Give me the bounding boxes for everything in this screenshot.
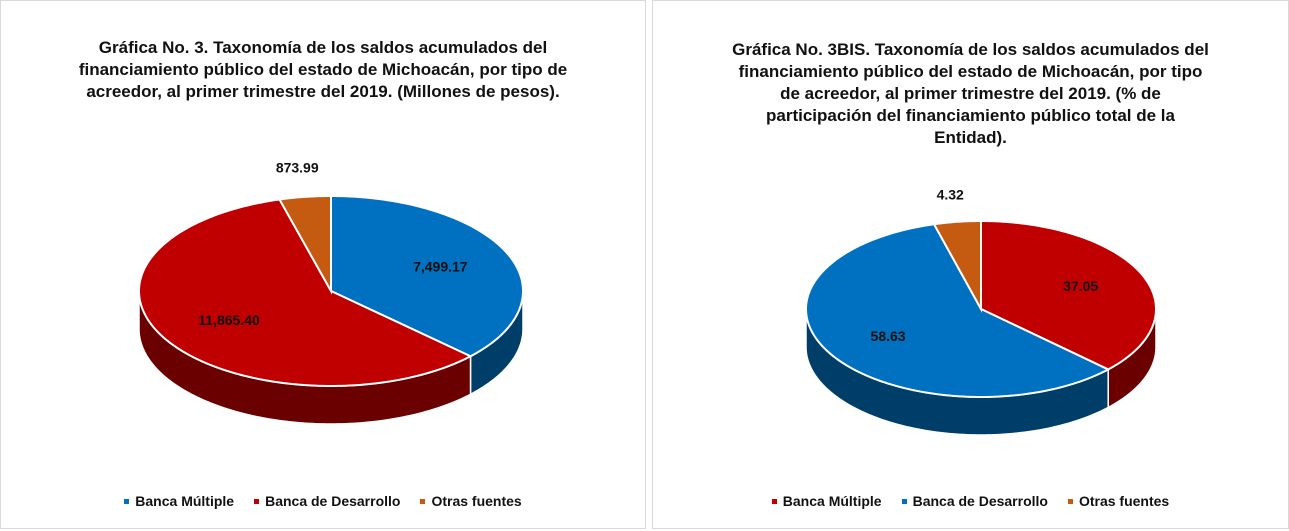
pie-slice [932, 219, 982, 313]
pie-slice [330, 194, 525, 358]
data-label: 7,499.17 [413, 258, 468, 274]
legend: Banca Múltiple Banca de Desarrollo Otras f… [653, 493, 1288, 509]
chart-panel: Gráfica No. 3. Taxonomía de los saldos a… [0, 0, 646, 529]
legend-swatch [420, 498, 426, 504]
data-label: 4.32 [937, 186, 964, 202]
legend: Banca Múltiple Banca de Desarrollo Otras f… [1, 493, 645, 509]
legend-item: Banca Múltiple [771, 493, 882, 509]
chart-panel: Gráfica No. 3BIS. Taxonomía de los saldo… [652, 0, 1289, 529]
chart-title: Gráfica No. 3BIS. Taxonomía de los saldo… [732, 40, 1209, 147]
legend-swatch [901, 498, 907, 504]
legend-swatch [124, 498, 130, 504]
pie-slice [980, 219, 1158, 371]
legend-swatch [254, 498, 260, 504]
legend-item: Banca de Desarrollo [901, 493, 1048, 509]
legend-label: Otras fuentes [431, 493, 522, 509]
legend-label: Banca de Desarrollo [912, 493, 1048, 509]
legend-label: Banca Múltiple [782, 493, 882, 509]
legend-label: Otras fuentes [1078, 493, 1170, 509]
legend-item: Banca de Desarrollo [254, 493, 400, 509]
data-label: 11,865.40 [198, 312, 260, 328]
chart-title: Gráfica No. 3. Taxonomía de los saldos a… [78, 38, 568, 101]
data-label: 58.63 [871, 328, 906, 344]
pie-chart: 37.05 58.63 4.32 [805, 186, 1158, 436]
legend-item: Otras fuentes [1067, 493, 1170, 509]
legend-swatch [1067, 498, 1073, 504]
pie-chart: 7,499.17 11,865.40 873.99 [138, 159, 525, 425]
pie-slice [805, 223, 1111, 399]
data-label: 37.05 [1063, 278, 1098, 294]
data-label: 873.99 [276, 159, 319, 175]
pie-slice [138, 198, 473, 388]
legend-swatch [771, 498, 777, 504]
pie-slice [277, 194, 332, 295]
legend-label: Banca de Desarrollo [265, 493, 401, 509]
legend-item: Banca Múltiple [124, 493, 234, 509]
legend-label: Banca Múltiple [135, 493, 235, 509]
legend-item: Otras fuentes [420, 493, 522, 509]
